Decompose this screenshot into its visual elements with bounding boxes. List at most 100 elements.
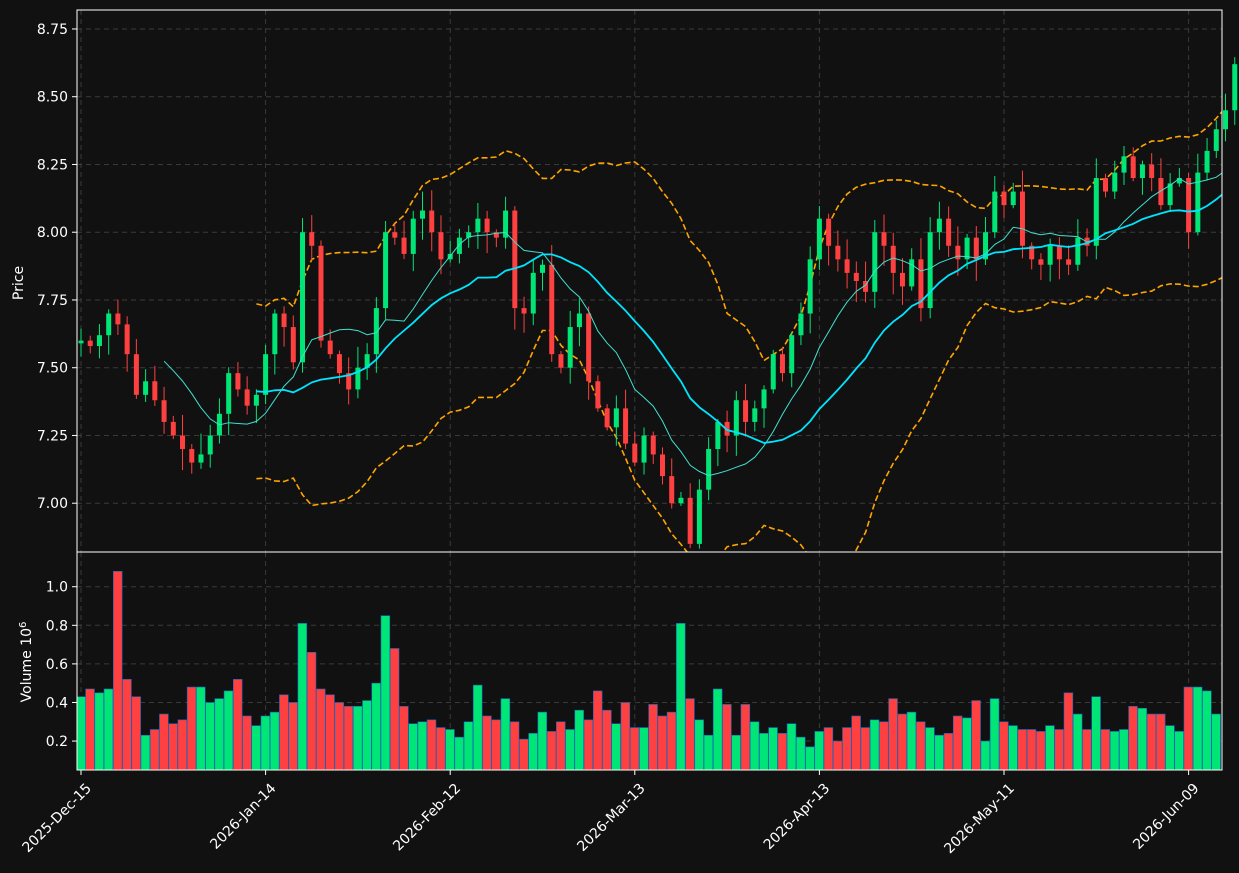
volume-bar: [685, 698, 695, 771]
candle-body: [761, 389, 767, 409]
volume-axis-label-space: 10: [19, 628, 35, 650]
candle-body: [1029, 245, 1035, 260]
candle-body: [641, 435, 647, 463]
candle-body: [392, 232, 398, 238]
volume-bar: [149, 729, 160, 771]
volume-bar: [1026, 729, 1037, 771]
volume-bar: [1192, 686, 1203, 771]
candle-body: [863, 281, 869, 292]
volume-bar: [1072, 713, 1083, 771]
candle-body: [115, 313, 121, 325]
volume-bar: [509, 721, 520, 771]
candle-body: [263, 354, 269, 395]
candle-body: [899, 272, 905, 287]
candle-body: [669, 476, 675, 504]
price-axis-label: Price: [11, 266, 27, 300]
candle-body: [964, 237, 970, 260]
candle-body: [946, 218, 952, 246]
volume-bar: [1211, 713, 1221, 771]
volume-bar: [1146, 713, 1157, 771]
volume-bar: [1017, 729, 1027, 771]
candle-body: [816, 218, 822, 260]
volume-bar: [556, 721, 566, 771]
volume-axis-label-text: Volume: [19, 650, 35, 702]
volume-bar: [85, 688, 95, 771]
volume-bar: [842, 727, 852, 771]
candle-body: [226, 373, 232, 414]
volume-bar: [362, 700, 372, 771]
volume-bar: [1137, 707, 1147, 771]
candle-body: [1112, 172, 1118, 192]
volume-bar: [1045, 725, 1055, 771]
price-tick-label: 7.50: [37, 361, 68, 377]
volume-bar: [823, 727, 834, 771]
volume-bar: [796, 736, 806, 771]
volume-bars: [76, 570, 1221, 771]
volume-bar: [1008, 725, 1018, 771]
candle-body: [1001, 191, 1007, 206]
candle-body: [272, 313, 278, 355]
volume-bar: [472, 684, 483, 771]
volume-bar: [380, 615, 391, 771]
volume-bar: [445, 729, 455, 771]
candle-body: [1047, 245, 1053, 265]
candle-body: [300, 232, 306, 363]
candle-body: [327, 340, 333, 355]
candle-body: [890, 245, 896, 273]
volume-bar: [76, 696, 87, 771]
candle-body: [410, 218, 416, 254]
candle-body: [567, 327, 573, 368]
volume-bar: [1100, 729, 1111, 771]
candle-body: [1158, 178, 1164, 206]
volume-bar: [602, 709, 612, 771]
candle-body: [613, 408, 619, 428]
volume-bar: [722, 704, 732, 771]
candle-body: [983, 232, 989, 260]
volume-bar: [232, 679, 243, 771]
candle-body: [253, 394, 259, 406]
candle-body: [650, 435, 656, 455]
volume-bar: [1109, 731, 1120, 771]
volume-bar: [1183, 686, 1194, 771]
volume-bar: [740, 704, 751, 771]
volume-bar: [657, 715, 668, 771]
candle-body: [207, 435, 213, 455]
volume-bar: [851, 715, 861, 771]
volume-bar: [629, 727, 640, 771]
volume-bar: [1174, 731, 1184, 771]
volume-bar: [426, 719, 437, 771]
volume-bar: [463, 721, 474, 771]
candle-body: [1223, 110, 1229, 130]
price-y-ticks: 7.00 7.25 7.50 7.75 8.00 8.25 8.50 8.75: [37, 22, 77, 512]
volume-bar: [694, 719, 704, 771]
candle-body: [87, 340, 93, 347]
volume-bar: [113, 570, 123, 771]
volume-tick-label: 0.8: [46, 618, 68, 634]
volume-bar: [334, 702, 344, 771]
volume-bar: [925, 727, 935, 771]
volume-bar: [279, 694, 289, 771]
volume-bar: [325, 694, 335, 771]
volume-bar: [436, 727, 446, 771]
candle-body: [973, 237, 979, 260]
candle-body: [687, 497, 693, 544]
candle-body: [521, 308, 527, 314]
volume-bar: [94, 692, 104, 771]
volume-bar: [1202, 690, 1212, 771]
volume-bar: [1091, 696, 1101, 771]
candle-body: [1213, 129, 1219, 151]
candle-body: [724, 421, 730, 436]
volume-bar: [888, 698, 898, 771]
volume-bar: [952, 715, 963, 771]
candle-body: [281, 313, 287, 328]
candle-body: [715, 421, 721, 450]
volume-bar: [371, 682, 381, 771]
volume-bar: [491, 719, 501, 771]
candle-body: [355, 367, 361, 390]
candles: [78, 57, 1238, 549]
volume-bar: [537, 711, 548, 771]
volume-bar: [583, 719, 594, 771]
volume-tick-label: 0.2: [46, 734, 68, 750]
volume-bar: [989, 698, 1000, 771]
candle-body: [512, 210, 518, 309]
